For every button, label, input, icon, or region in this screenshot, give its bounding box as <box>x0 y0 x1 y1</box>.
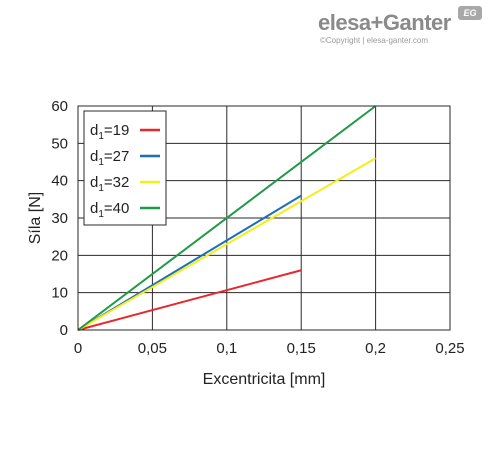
x-axis-label: Excentricita [mm] <box>203 371 326 388</box>
y-tick-label: 20 <box>51 247 68 264</box>
elesa-ganter-logo: elesa+Ganter EG ©Copyright | elesa-gante… <box>318 6 484 48</box>
legend-label-d1=19: d1=19 <box>90 122 129 142</box>
logo-brand-text: elesa+Ganter <box>318 10 451 35</box>
logo-copyright: ©Copyright | elesa-ganter.com <box>320 36 429 45</box>
y-tick-label: 50 <box>51 135 68 152</box>
x-tick-label: 0,2 <box>365 340 386 357</box>
legend-label-d1=27: d1=27 <box>90 148 129 168</box>
y-tick-label: 0 <box>60 322 68 339</box>
x-tick-label: 0,05 <box>138 340 167 357</box>
series-line-d1=32 <box>77 157 377 331</box>
y-tick-label: 60 <box>51 98 68 115</box>
y-axis-label: Síla [N] <box>27 192 44 244</box>
y-tick-label: 40 <box>51 173 68 190</box>
logo-badge: EG <box>458 6 482 20</box>
y-tick-label: 30 <box>51 210 68 227</box>
series-lines <box>77 105 377 331</box>
x-tick-label: 0,15 <box>287 340 316 357</box>
legend-label-d1=40: d1=40 <box>90 200 129 220</box>
x-tick-label: 0,1 <box>216 340 237 357</box>
plot-frame <box>77 105 451 331</box>
legend: d1=19 d1=27 d1=32 d1=40 <box>83 110 167 226</box>
legend-label-d1=32: d1=32 <box>90 174 129 194</box>
x-tick-label: 0 <box>74 340 82 357</box>
series-line-d1=40 <box>77 105 377 331</box>
y-tick-label: 10 <box>51 285 68 302</box>
tick-labels: 0 0,05 0,1 0,15 0,2 0,25 0 10 20 30 40 50 60 <box>51 98 464 357</box>
series-line-d1=19 <box>77 269 302 331</box>
x-tick-label: 0,25 <box>435 340 464 357</box>
